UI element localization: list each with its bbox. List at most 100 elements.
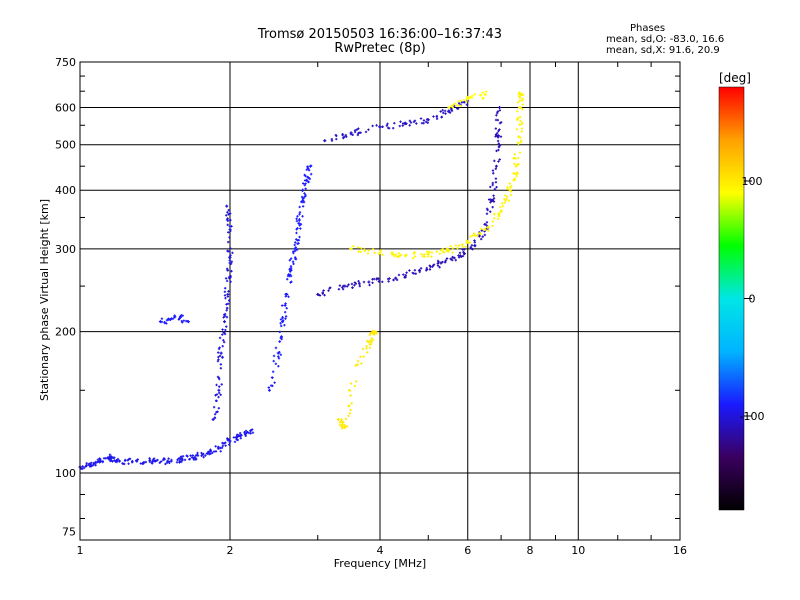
data-point [281, 320, 285, 324]
data-point-echo [513, 153, 516, 156]
data-point-echo [342, 420, 345, 424]
data-point-echo [277, 365, 280, 368]
data-point-echo [381, 280, 384, 284]
data-point-echo [409, 121, 413, 124]
data-point-echo [295, 238, 298, 241]
data-point-echo [279, 324, 283, 328]
data-point [117, 459, 121, 463]
data-point-echo [397, 255, 400, 258]
data-point-echo [251, 431, 255, 434]
data-point-echo [393, 254, 396, 258]
data-point-echo [491, 169, 495, 172]
data-point-echo [229, 254, 232, 257]
data-point-echo [496, 118, 500, 122]
data-point-echo [225, 315, 229, 319]
data-point-echo [240, 434, 243, 437]
data-point-echo [194, 458, 197, 461]
data-point-echo [176, 458, 179, 462]
data-point-echo [111, 460, 114, 463]
data-point-echo [425, 268, 429, 271]
data-point-echo [270, 376, 274, 379]
y-axis-label: Stationary phase Virtual Height [km] [38, 199, 51, 401]
data-point-echo [450, 104, 453, 108]
data-point-echo [227, 213, 230, 216]
phase-stats-x: mean, sd,X: 91.6, 20.9 [606, 45, 720, 56]
data-point-echo [297, 239, 301, 242]
data-point-echo [377, 252, 381, 256]
data-point-echo [516, 110, 519, 113]
data-point [151, 459, 155, 463]
data-point-echo [225, 309, 228, 312]
data-point-echo [89, 463, 93, 467]
data-point-echo [467, 240, 470, 243]
data-point-echo [379, 249, 382, 252]
data-point-echo [297, 242, 300, 245]
data-point [217, 388, 221, 392]
data-point-echo [226, 219, 230, 222]
data-point-echo [469, 246, 472, 249]
data-point [343, 284, 347, 288]
data-point-echo [473, 93, 476, 96]
data-point-echo [496, 139, 500, 143]
data-point-echo [414, 272, 417, 275]
data-point-echo [518, 151, 522, 154]
data-point-echo [471, 234, 474, 237]
data-point-echo [355, 380, 358, 383]
data-point-echo [465, 103, 469, 106]
data-point-echo [499, 205, 502, 209]
data-point-echo [520, 99, 524, 102]
data-point-echo [272, 359, 275, 363]
data-point-echo [352, 245, 355, 248]
data-point-echo [289, 257, 293, 260]
data-point-echo [108, 453, 112, 456]
data-point-echo [521, 121, 524, 125]
data-point-echo [250, 428, 254, 431]
data-point-echo [303, 173, 306, 177]
data-point-echo [441, 260, 444, 264]
data-point-echo [354, 282, 358, 285]
data-point-echo [229, 262, 233, 266]
data-point-echo [322, 289, 325, 292]
data-point-echo [464, 245, 467, 248]
data-point-echo [509, 193, 513, 197]
data-point [186, 320, 190, 324]
data-point-echo [284, 315, 288, 318]
data-point-echo [236, 433, 239, 436]
data-point-echo [200, 451, 203, 455]
data-point-echo [222, 338, 225, 342]
data-point-echo [503, 198, 506, 201]
data-point-echo [347, 414, 350, 418]
data-point-echo [127, 462, 130, 465]
data-point-echo [298, 213, 301, 216]
data-point-echo [516, 156, 520, 160]
data-point-echo [215, 399, 218, 403]
data-point [373, 330, 377, 334]
data-point-echo [473, 244, 477, 248]
data-point-echo [460, 101, 464, 104]
data-point-echo [178, 459, 181, 463]
data-point [349, 131, 353, 135]
data-point-echo [456, 247, 459, 250]
data-point-echo [220, 446, 224, 450]
data-point-echo [518, 95, 521, 98]
data-point-echo [217, 358, 220, 361]
data-point-echo [457, 256, 461, 259]
data-point-echo [462, 250, 465, 254]
data-point-echo [513, 162, 516, 165]
data-point-echo [436, 264, 440, 267]
data-point-echo [167, 457, 170, 460]
data-point-echo [247, 431, 251, 435]
data-point-echo [295, 248, 299, 251]
data-point-echo [371, 278, 374, 281]
data-point-echo [94, 464, 97, 467]
y-tick-label: 500 [55, 139, 76, 152]
data-point [498, 106, 502, 110]
data-point [394, 276, 398, 280]
data-point [211, 417, 215, 421]
data-point-echo [405, 271, 408, 274]
data-point-echo [226, 217, 229, 220]
data-point-echo [286, 274, 290, 278]
data-point-echo [371, 124, 374, 128]
data-point-echo [463, 252, 466, 256]
colorbar-tick-label: -100 [740, 410, 765, 423]
